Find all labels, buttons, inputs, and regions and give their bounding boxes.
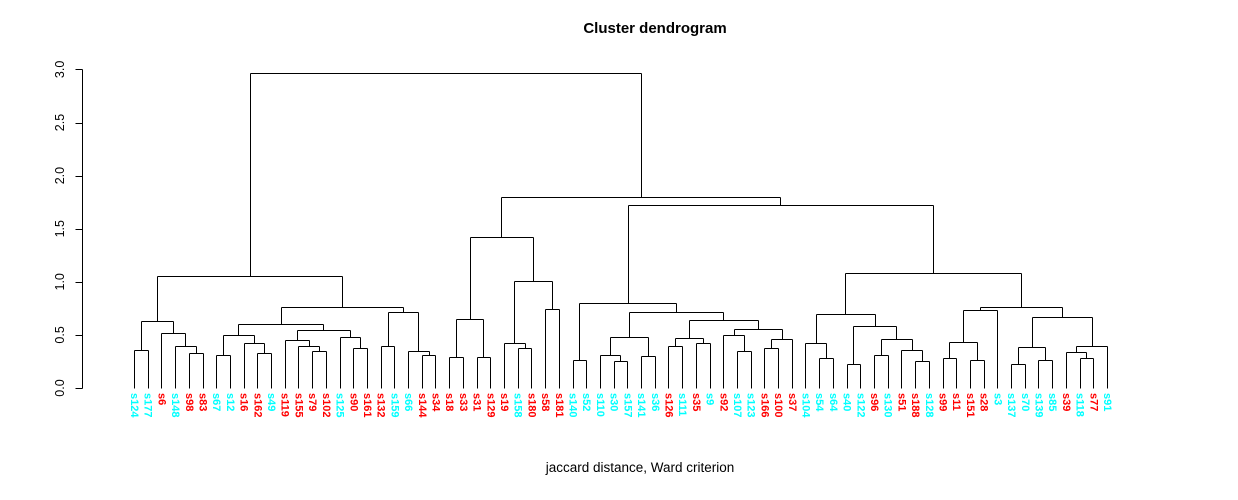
leaf-label-s181: s181: [553, 393, 565, 417]
dendrogram-branches: [134, 73, 1108, 389]
y-tick-label: 0.0: [53, 379, 67, 396]
leaf-label-s90: s90: [347, 393, 359, 411]
leaf-label-s104: s104: [799, 393, 811, 418]
y-axis: 0.0 0.5 1.0 1.5 2.0 2.5 3.0: [53, 61, 83, 397]
leaf-label-s110: s110: [594, 393, 606, 417]
leaf-label-s177: s177: [142, 393, 154, 417]
y-tick-label: 2.0: [53, 167, 67, 184]
leaf-label-s83: s83: [197, 393, 209, 411]
leaf-label-s166: s166: [758, 393, 770, 417]
leaf-label-s111: s111: [676, 393, 688, 416]
y-tick-label: 0.5: [53, 326, 67, 343]
leaf-label-s39: s39: [1060, 393, 1072, 411]
leaf-label-s6: s6: [155, 393, 167, 405]
leaf-label-s9: s9: [704, 393, 716, 405]
leaf-label-s67: s67: [210, 393, 222, 411]
leaf-label-s124: s124: [128, 393, 140, 418]
leaf-label-s85: s85: [1046, 393, 1058, 411]
x-axis-label: jaccard distance, Ward criterion: [545, 460, 735, 475]
leaf-label-s100: s100: [772, 393, 784, 417]
leaf-label-s37: s37: [786, 393, 798, 411]
dendrogram-tree: [134, 73, 1108, 389]
leaf-label-s77: s77: [1087, 393, 1099, 411]
leaf-label-s19: s19: [498, 393, 510, 411]
leaf-label-s159: s159: [388, 393, 400, 417]
leaf-label-s125: s125: [334, 393, 346, 417]
leaf-label-s18: s18: [443, 393, 455, 411]
leaf-label-s144: s144: [416, 393, 428, 418]
leaf-label-s12: s12: [224, 393, 236, 411]
leaf-label-s52: s52: [580, 393, 592, 411]
leaf-label-s161: s161: [361, 393, 373, 417]
leaf-label-s99: s99: [937, 393, 949, 411]
leaf-label-s137: s137: [1005, 393, 1017, 417]
leaf-label-s180: s180: [525, 393, 537, 417]
leaf-label-s28: s28: [978, 393, 990, 411]
leaf-label-s102: s102: [320, 393, 332, 417]
y-tick-label: 1.5: [53, 220, 67, 237]
leaf-label-s122: s122: [854, 393, 866, 417]
leaf-label-s126: s126: [662, 393, 674, 417]
leaf-label-s162: s162: [251, 393, 263, 417]
leaf-label-s16: s16: [238, 393, 250, 411]
leaf-labels: s124 s177 s6 s148 s98 s83 s67 s12 s16 s162 s49 s119…: [128, 393, 1113, 418]
leaf-label-s132: s132: [375, 393, 387, 417]
leaf-label-s79: s79: [306, 393, 318, 411]
leaf-label-s128: s128: [923, 393, 935, 417]
leaf-label-s40: s40: [841, 393, 853, 411]
leaf-label-s35: s35: [690, 393, 702, 411]
leaf-label-s34: s34: [429, 393, 441, 412]
leaf-label-s139: s139: [1032, 393, 1044, 417]
leaf-label-s141: s141: [635, 393, 647, 417]
leaf-label-s91: s91: [1101, 393, 1113, 411]
leaf-label-s36: s36: [649, 393, 661, 411]
leaf-label-s66: s66: [402, 393, 414, 411]
leaf-label-s188: s188: [909, 393, 921, 417]
leaf-label-s157: s157: [621, 393, 633, 417]
leaf-label-s123: s123: [745, 393, 757, 417]
leaf-label-s119: s119: [279, 393, 291, 417]
leaf-label-s158: s158: [512, 393, 524, 417]
leaf-label-s118: s118: [1074, 393, 1086, 417]
y-tick-label: 3.0: [53, 61, 67, 78]
leaf-label-s130: s130: [882, 393, 894, 417]
leaf-label-s11: s11: [950, 393, 962, 411]
leaf-label-s58: s58: [539, 393, 551, 411]
leaf-label-s49: s49: [265, 393, 277, 411]
leaf-label-s151: s151: [964, 393, 976, 417]
chart-title: Cluster dendrogram: [583, 20, 727, 37]
leaf-label-s96: s96: [868, 393, 880, 411]
leaf-label-s98: s98: [183, 393, 195, 411]
leaf-label-s30: s30: [608, 393, 620, 411]
leaf-label-s3: s3: [991, 393, 1003, 405]
leaf-label-s107: s107: [731, 393, 743, 417]
leaf-label-s92: s92: [717, 393, 729, 411]
y-tick-label: 2.5: [53, 114, 67, 131]
leaf-label-s140: s140: [567, 393, 579, 417]
leaf-label-s64: s64: [827, 393, 839, 412]
leaf-label-s129: s129: [484, 393, 496, 417]
leaf-label-s54: s54: [813, 393, 825, 412]
leaf-label-s51: s51: [895, 393, 907, 411]
leaf-label-s33: s33: [457, 393, 469, 411]
leaf-label-s148: s148: [169, 393, 181, 417]
leaf-label-s31: s31: [471, 393, 483, 411]
leaf-label-s70: s70: [1019, 393, 1031, 411]
leaf-label-s155: s155: [292, 393, 304, 417]
y-tick-label: 1.0: [53, 273, 67, 290]
